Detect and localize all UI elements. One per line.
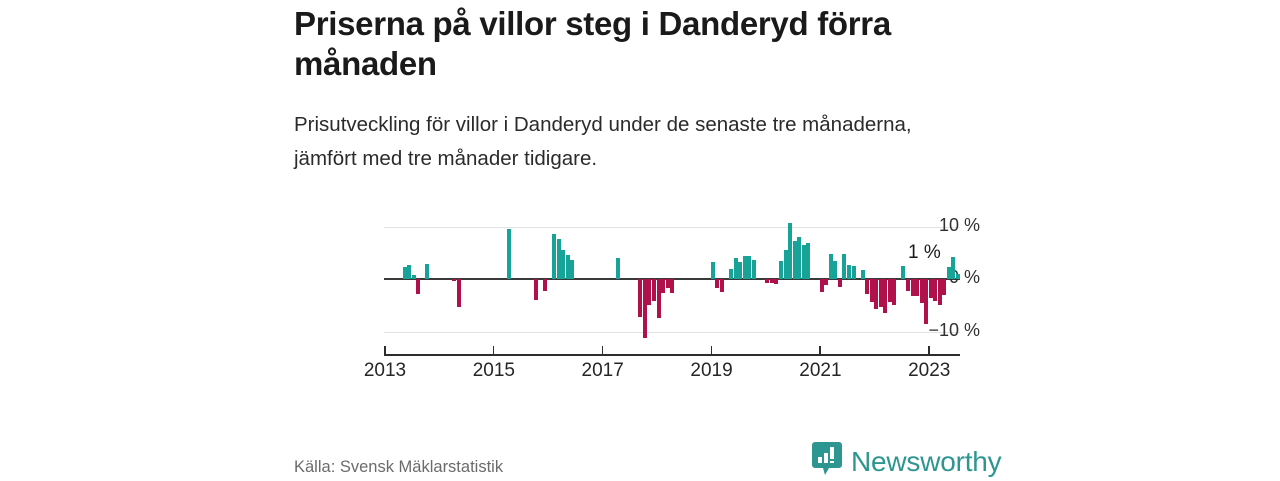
chart-bar [806,243,811,279]
chart-bar [402,266,407,279]
gridline [384,331,960,333]
chart-bar [565,254,570,279]
chart-bar [946,267,951,279]
chart-bar [774,279,779,284]
chart-bar [715,279,720,289]
chart-bar [425,263,430,279]
chart-bar [729,269,734,279]
gridline [384,226,960,228]
brand-logo: Newsworthy [812,442,1002,481]
x-axis-tick [601,346,604,355]
chart-bar [642,279,647,339]
chart-bar [901,266,906,279]
chart-bar [615,258,620,279]
chart-bar [892,279,897,306]
chart-bar [847,264,851,279]
chart-bar [733,258,738,279]
chart-bar [928,279,933,298]
chart-bar [801,245,806,279]
chart-bar [651,279,656,302]
chart-bar [828,254,833,279]
chart-bar [919,279,924,303]
chart-bar [452,279,457,282]
chart-bar [570,260,575,279]
x-axis-label: 2023 [908,360,951,381]
chart-bar [860,270,865,279]
chart-bar [747,255,752,279]
chart-bar [942,279,947,295]
chart-bar [742,255,747,279]
chart-bar [955,273,960,279]
chart-bar [656,279,661,319]
chart-bar [837,279,842,287]
chart-bar [788,223,793,279]
chart-bar [751,260,756,279]
chart-bar [878,279,883,307]
chart-bar [933,279,938,302]
chart-bar [710,261,715,279]
chart-bar [665,279,670,289]
page-title: Priserna på villor steg i Danderyd förra… [294,5,891,82]
chart-bar [797,237,802,279]
chart-bar [769,279,774,284]
x-axis-label: 2021 [799,360,842,381]
chart-bar [778,261,783,279]
chart-bar [833,260,838,279]
chart-bar [869,279,874,303]
chart-bar [883,279,888,314]
chart-bar [924,279,929,324]
x-axis-tick [710,346,713,355]
chart-bar [661,279,666,293]
chart-bar [561,249,566,279]
chart-bar [874,279,879,310]
x-axis-tick [384,346,386,355]
source-note: Källa: Svensk Mäklarstatistik [294,458,504,476]
chart-bar [670,279,675,293]
chart-bar [407,265,412,279]
x-axis-tick [928,346,930,355]
chart-bar [905,279,910,291]
chart-bar [543,279,548,292]
y-axis-label: −10 % [928,319,980,340]
chart-bar [720,279,725,293]
chart-x-axis-line [384,354,960,356]
x-axis-tick [819,346,821,355]
chart-bar [638,279,643,317]
chart-bar [552,234,557,279]
chart-bar [506,228,511,279]
page-subtitle: Prisutveckling för villor i Danderyd und… [294,113,912,170]
x-axis-label: 2015 [472,360,515,381]
chart-bar [456,279,461,307]
chart-bar [534,279,539,300]
chart-bar [738,262,743,279]
chart-bar [915,279,920,296]
chart-bar [765,279,770,283]
chart-bar [842,253,847,279]
chart-bar [783,250,788,279]
brand-name: Newsworthy [851,445,1002,477]
bar-chart: 10 % 0 % −10 % [300,195,980,395]
last-value-annotation: 1 % [908,242,941,263]
chart-bar [910,279,915,297]
chart-bar [411,274,416,279]
x-axis-tick [492,346,495,355]
chart-bar [792,240,797,279]
chart-bar [647,279,652,306]
chart-bar [416,279,421,294]
x-axis-label: 2019 [690,360,733,381]
chart-plot-area [384,195,960,355]
x-axis-label: 2013 [363,360,407,381]
speech-bubble-barchart-icon [812,442,842,481]
chart-bar [865,279,870,294]
chart-bar [819,279,824,293]
chart-bar [824,279,829,286]
y-axis-label: 10 % [938,214,980,235]
chart-bar [851,265,856,279]
chart-bar [951,257,956,279]
x-axis-label: 2017 [581,360,624,381]
y-axis-label: 0 % [948,267,980,287]
chart-bar [556,238,561,279]
chart-bar [937,279,942,305]
chart-bar [887,279,892,303]
